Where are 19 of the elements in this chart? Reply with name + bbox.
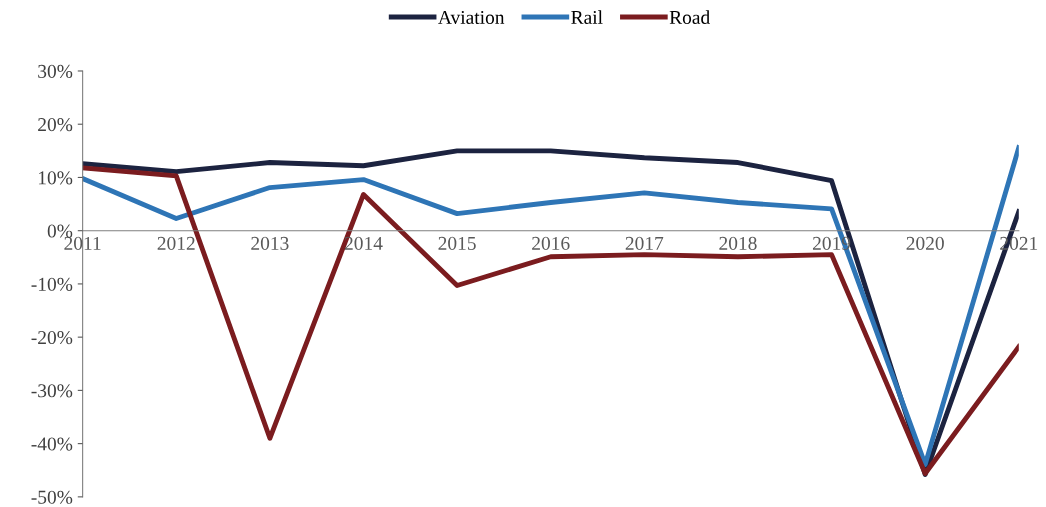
y-tick-label: -20% bbox=[31, 330, 73, 345]
legend-label: Road bbox=[669, 10, 710, 24]
y-tick-label: -30% bbox=[31, 384, 73, 398]
y-tick-label: -10% bbox=[31, 277, 73, 291]
x-tick-label: 2015 bbox=[438, 236, 476, 250]
x-tick-label: 2013 bbox=[251, 236, 289, 250]
y-tick-label: -40% bbox=[31, 437, 73, 451]
legend-label: Rail bbox=[571, 10, 603, 24]
legend-label: Aviation bbox=[438, 10, 505, 24]
x-tick-label: 2018 bbox=[719, 236, 757, 250]
x-tick-label: 2017 bbox=[625, 236, 664, 250]
y-tick-label: 20% bbox=[38, 118, 73, 132]
y-tick-label: 0% bbox=[47, 224, 73, 238]
y-tick-label: 10% bbox=[38, 171, 73, 185]
y-tick-label: 30% bbox=[38, 64, 73, 78]
x-tick-label: 2012 bbox=[157, 236, 195, 250]
x-tick-label: 2020 bbox=[906, 236, 944, 250]
x-tick-label: 2016 bbox=[532, 236, 570, 250]
y-tick-label: -50% bbox=[31, 490, 73, 504]
